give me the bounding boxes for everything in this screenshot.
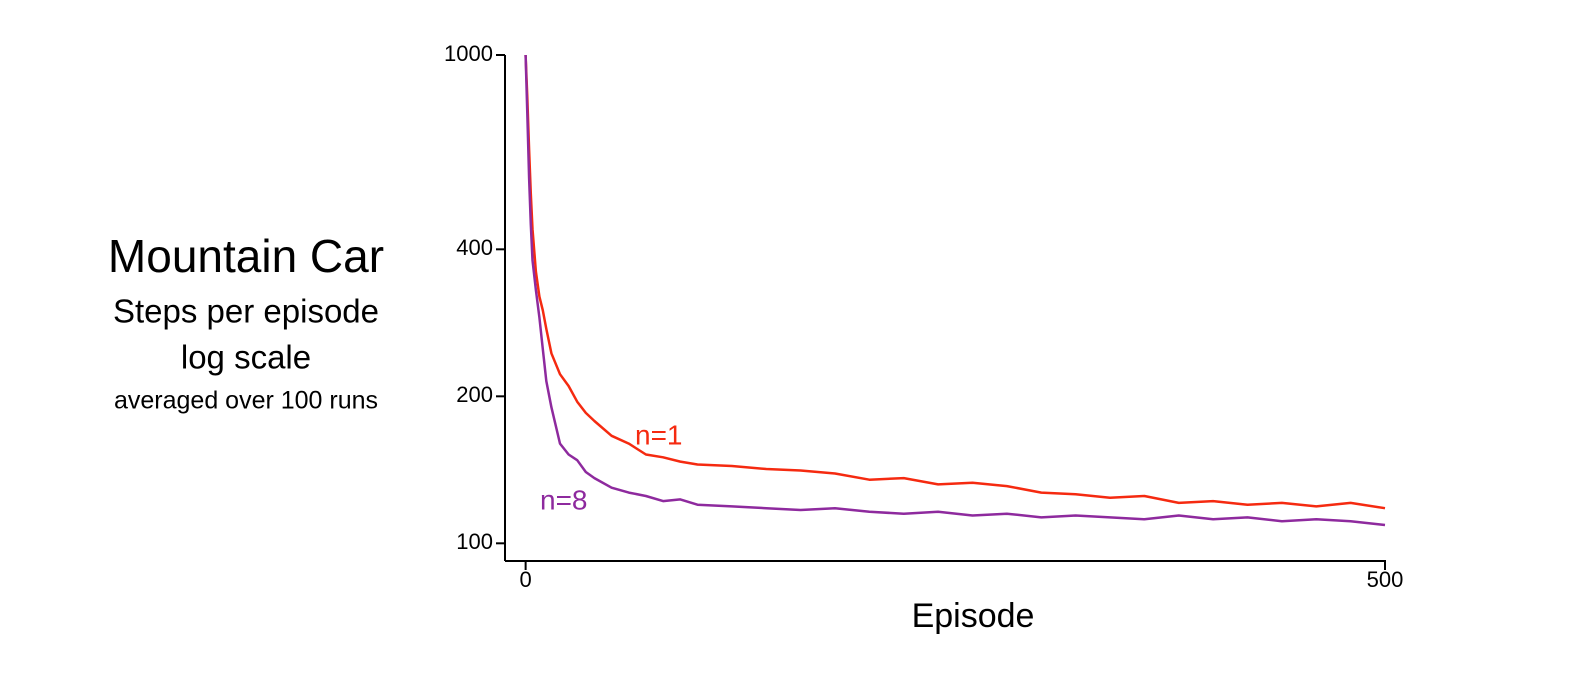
series-line xyxy=(524,54,1386,527)
chart-subtitle: Steps per episode xyxy=(113,293,379,330)
series-label: n=8 xyxy=(540,484,588,515)
series-line xyxy=(524,54,1386,510)
chart-subtitle: log scale xyxy=(181,339,311,376)
x-axis-label: Episode xyxy=(912,597,1035,635)
chart-subtitle: averaged over 100 runs xyxy=(114,387,378,415)
series-label: n=1 xyxy=(635,419,683,450)
y-tick-label: 100 xyxy=(456,529,493,554)
x-tick-label: 0 xyxy=(520,567,532,592)
x-tick-label: 500 xyxy=(1367,567,1404,592)
chart-title: Mountain Car xyxy=(108,230,384,282)
y-tick-label: 200 xyxy=(456,382,493,407)
y-tick-label: 1000 xyxy=(444,41,493,66)
y-tick-label: 400 xyxy=(456,235,493,260)
